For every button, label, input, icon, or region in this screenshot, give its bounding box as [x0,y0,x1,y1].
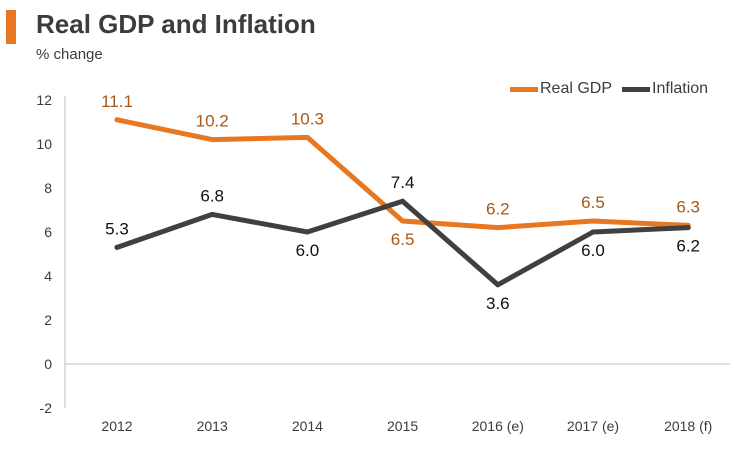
x-tick-label: 2015 [387,418,418,434]
y-tick-label: 6 [44,224,52,240]
legend-item-inflation: Inflation [622,80,708,98]
x-tick-label: 2018 (f) [664,418,712,434]
y-tick-label: 8 [44,180,52,196]
data-label-gdp: 6.5 [391,230,415,249]
data-point-inflation [209,211,215,217]
data-label-gdp: 6.3 [676,197,700,216]
data-point-gdp [590,218,596,224]
data-point-gdp [495,225,501,231]
y-tick-label: 10 [36,136,52,152]
y-tick-label: 4 [44,268,52,284]
data-label-inflation: 6.8 [200,186,224,205]
x-tick-label: 2016 (e) [472,418,524,434]
legend-label-inflation: Inflation [652,80,709,97]
data-point-gdp [304,134,310,140]
data-label-gdp: 6.5 [581,193,605,212]
x-tick-label: 2012 [101,418,132,434]
data-point-inflation [495,282,501,288]
y-tick-label: 0 [44,356,52,372]
y-tick-label: -2 [40,400,53,416]
x-tick-label: 2013 [197,418,228,434]
data-label-inflation: 3.6 [486,294,510,313]
data-point-inflation [304,229,310,235]
x-tick-label: 2017 (e) [567,418,619,434]
chart-title: Real GDP and Inflation [36,9,316,39]
data-label-inflation: 5.3 [105,219,129,238]
legend: Real GDP Inflation [510,80,718,98]
data-label-gdp: 10.2 [196,112,229,131]
legend-item-gdp: Real GDP [510,80,612,98]
data-label-inflation: 6.0 [581,241,605,260]
data-point-gdp [114,117,120,123]
legend-swatch-gdp [510,86,538,92]
data-label-gdp: 11.1 [101,92,133,111]
data-point-inflation [590,229,596,235]
title-accent-bar [6,10,16,44]
data-point-gdp [400,218,406,224]
data-point-gdp [209,137,215,143]
data-label-inflation: 6.0 [296,241,320,260]
data-label-inflation: 7.4 [391,173,415,192]
y-tick-label: 12 [36,92,52,108]
chart-subtitle: % change [36,46,103,63]
data-label-gdp: 6.2 [486,200,510,219]
legend-label-gdp: Real GDP [540,80,613,97]
y-tick-label: 2 [44,312,52,328]
data-point-inflation [685,225,691,231]
data-label-gdp: 10.3 [291,109,324,128]
x-tick-label: 2014 [292,418,323,434]
data-point-inflation [114,244,120,250]
legend-swatch-inflation [622,86,651,92]
data-point-inflation [400,198,406,204]
data-label-inflation: 6.2 [676,237,700,256]
